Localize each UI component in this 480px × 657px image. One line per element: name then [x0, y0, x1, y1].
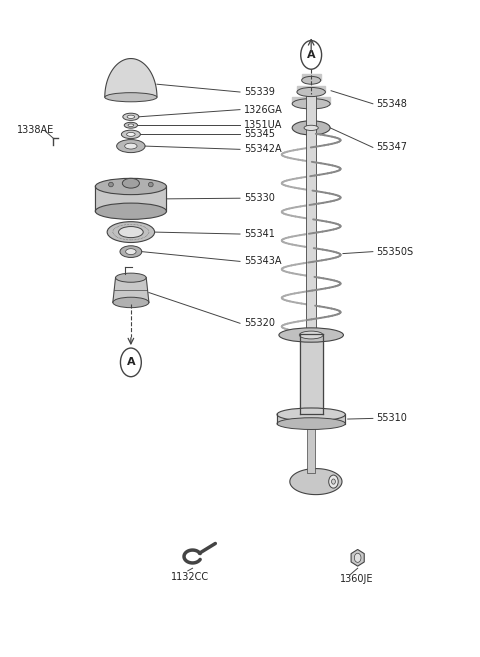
- Text: 1351UA: 1351UA: [244, 120, 282, 130]
- Circle shape: [354, 553, 361, 562]
- Text: 1338AE: 1338AE: [17, 125, 54, 135]
- Ellipse shape: [120, 246, 142, 258]
- Ellipse shape: [123, 113, 139, 120]
- Text: 55348: 55348: [377, 99, 408, 109]
- Ellipse shape: [148, 182, 153, 187]
- Ellipse shape: [127, 115, 135, 118]
- Polygon shape: [297, 86, 325, 92]
- Ellipse shape: [96, 178, 167, 194]
- Ellipse shape: [279, 328, 343, 342]
- Text: 1360JE: 1360JE: [340, 574, 373, 584]
- Text: 55330: 55330: [244, 193, 275, 203]
- Text: 55320: 55320: [244, 318, 275, 328]
- Text: 55343A: 55343A: [244, 256, 281, 266]
- Text: 55350S: 55350S: [377, 246, 414, 257]
- Ellipse shape: [105, 93, 157, 102]
- Ellipse shape: [116, 273, 146, 283]
- Polygon shape: [306, 93, 316, 334]
- Ellipse shape: [127, 133, 135, 136]
- Text: 55347: 55347: [377, 143, 408, 152]
- Ellipse shape: [124, 122, 137, 128]
- Polygon shape: [277, 415, 345, 424]
- Polygon shape: [300, 334, 323, 415]
- Text: 55310: 55310: [377, 413, 408, 423]
- Ellipse shape: [121, 130, 140, 139]
- Ellipse shape: [107, 221, 155, 242]
- Ellipse shape: [122, 178, 139, 188]
- Ellipse shape: [96, 203, 167, 219]
- Ellipse shape: [113, 297, 149, 307]
- Polygon shape: [351, 549, 364, 566]
- Ellipse shape: [277, 418, 345, 430]
- Ellipse shape: [292, 99, 330, 109]
- Ellipse shape: [117, 139, 145, 152]
- Text: A: A: [307, 50, 315, 60]
- Text: 55342A: 55342A: [244, 145, 281, 154]
- Ellipse shape: [277, 408, 345, 421]
- Polygon shape: [105, 58, 157, 97]
- Polygon shape: [290, 468, 342, 495]
- Ellipse shape: [292, 121, 330, 135]
- Ellipse shape: [126, 249, 136, 254]
- Ellipse shape: [304, 125, 318, 131]
- Polygon shape: [301, 74, 321, 80]
- Polygon shape: [292, 97, 330, 104]
- Ellipse shape: [297, 87, 325, 97]
- Polygon shape: [307, 424, 315, 473]
- Ellipse shape: [125, 143, 137, 149]
- Text: 55345: 55345: [244, 129, 275, 139]
- Ellipse shape: [301, 76, 321, 84]
- Circle shape: [329, 475, 338, 488]
- Text: 1326GA: 1326GA: [244, 104, 283, 114]
- Text: 55341: 55341: [244, 229, 275, 239]
- Text: 1132CC: 1132CC: [171, 572, 209, 582]
- Ellipse shape: [108, 182, 113, 187]
- Polygon shape: [113, 278, 149, 302]
- Text: A: A: [127, 357, 135, 367]
- Ellipse shape: [128, 124, 134, 127]
- Ellipse shape: [300, 331, 323, 339]
- Ellipse shape: [119, 227, 143, 238]
- Text: 55339: 55339: [244, 87, 275, 97]
- Circle shape: [332, 479, 336, 484]
- Polygon shape: [96, 187, 167, 212]
